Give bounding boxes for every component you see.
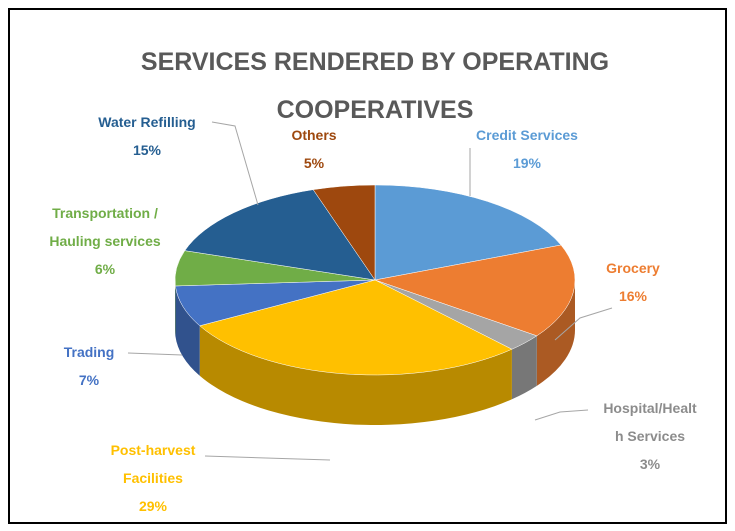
- data-label: Credit Services 19%: [457, 121, 597, 177]
- value-label: 15%: [132, 142, 162, 158]
- data-label: Grocery 16%: [588, 254, 678, 310]
- leader-line: [534, 409, 589, 421]
- slice-side: [175, 285, 200, 376]
- category-label: Water Refilling: [98, 114, 196, 130]
- leader-line: [211, 121, 259, 206]
- chart-title: SERVICES RENDERED BY OPERATING COOPERATI…: [140, 48, 610, 124]
- category-label: Hospital/Health Services: [603, 400, 697, 444]
- data-label: Hospital/Health Services 3%: [600, 394, 700, 478]
- data-label: Others 5%: [274, 121, 354, 177]
- slice: [184, 189, 376, 281]
- chart-frame: [8, 8, 727, 524]
- value-label: 29%: [138, 498, 168, 514]
- value-label: 19%: [512, 155, 542, 171]
- category-label: Post-harvest Facilities: [110, 442, 196, 486]
- slice: [312, 184, 376, 281]
- value-label: 7%: [78, 372, 100, 388]
- category-label: Others: [291, 127, 337, 143]
- data-label: Water Refilling 15%: [77, 108, 217, 164]
- data-label: Post-harvest Facilities 29%: [93, 436, 213, 520]
- category-label: Credit Services: [476, 127, 578, 143]
- slice: [199, 279, 513, 376]
- category-label: Grocery: [606, 260, 660, 276]
- value-label: 6%: [94, 261, 116, 277]
- slice: [374, 244, 576, 337]
- category-label: Trading: [63, 344, 115, 360]
- slice: [374, 184, 562, 281]
- value-label: 5%: [303, 155, 325, 171]
- data-label: Trading 7%: [49, 338, 129, 394]
- data-label: Transportation / Hauling services 6%: [35, 199, 175, 283]
- slice-side: [511, 335, 537, 400]
- value-label: 3%: [639, 456, 661, 472]
- leader-line: [127, 352, 183, 356]
- slice-side: [199, 325, 512, 425]
- leader-line: [554, 307, 613, 341]
- value-label: 16%: [618, 288, 648, 304]
- leader-line: [204, 455, 331, 461]
- slice-side: [536, 280, 575, 386]
- category-label: Transportation / Hauling services: [49, 205, 161, 249]
